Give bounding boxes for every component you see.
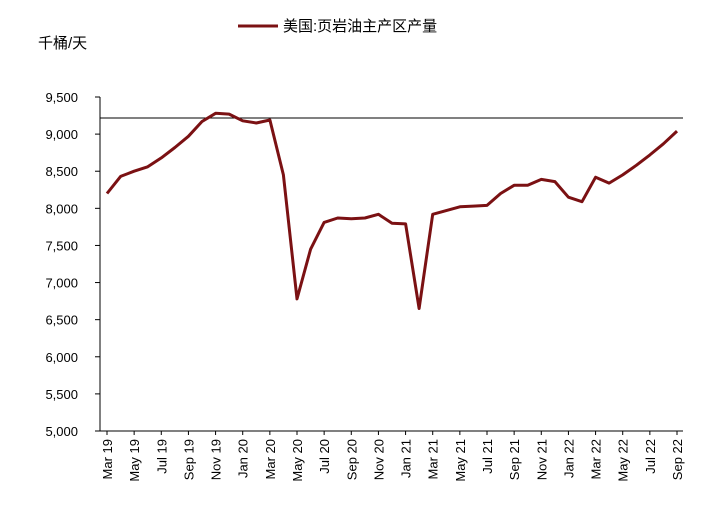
y-tick-label: 5,500 (45, 387, 78, 402)
x-tick-label: Jul 22 (643, 439, 658, 474)
x-tick-label: Mar 19 (100, 439, 115, 479)
x-tick-label: Jan 20 (236, 439, 251, 478)
x-tick-label: Sep 19 (181, 439, 196, 480)
x-tick-label: Sep 22 (670, 439, 685, 480)
x-tick-label: Mar 20 (263, 439, 278, 479)
y-tick-label: 7,500 (45, 238, 78, 253)
y-tick-label: 7,000 (45, 276, 78, 291)
x-tick-label: May 20 (290, 439, 305, 482)
x-tick-label: Jul 19 (154, 439, 169, 474)
y-tick-label: 8,000 (45, 201, 78, 216)
y-tick-label: 5,000 (45, 424, 78, 439)
y-tick-label: 6,500 (45, 313, 78, 328)
x-tick-label: Sep 21 (507, 439, 522, 480)
x-tick-label: Jul 20 (317, 439, 332, 474)
x-tick-label: Mar 21 (426, 439, 441, 479)
line-series (105, 111, 679, 310)
x-tick-label: Jul 21 (480, 439, 495, 474)
legend-label: 美国:页岩油主产区产量 (283, 18, 437, 35)
x-tick-label: Jan 21 (399, 439, 414, 478)
y-tick-label: 6,000 (45, 350, 78, 365)
x-tick-label: Mar 22 (589, 439, 604, 479)
x-tick-label: Nov 20 (371, 439, 386, 480)
x-tick-label: Nov 19 (209, 439, 224, 480)
x-tick-label: May 22 (616, 439, 631, 482)
y-tick-label: 9,000 (45, 127, 78, 142)
x-tick-label: Sep 20 (344, 439, 359, 480)
y-axis-label: 千桶/天 (38, 35, 87, 52)
x-tick-label: Nov 21 (534, 439, 549, 480)
x-tick-label: May 21 (453, 439, 468, 482)
y-tick-label: 8,500 (45, 164, 78, 179)
x-tick-label: Jan 22 (561, 439, 576, 478)
x-tick-label: May 19 (127, 439, 142, 482)
y-tick-label: 9,500 (45, 90, 78, 105)
